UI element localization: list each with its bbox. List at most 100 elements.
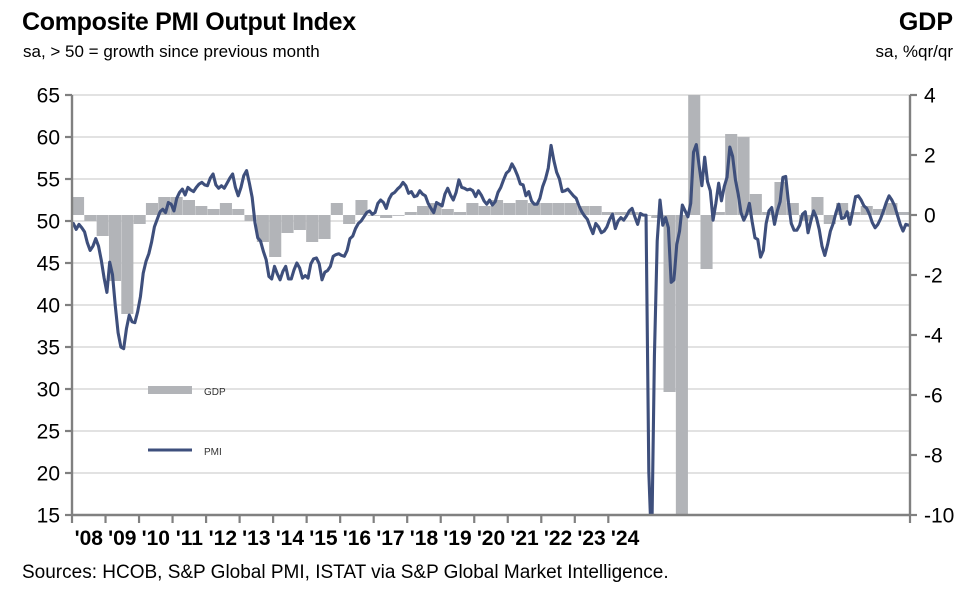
x-tick-label: '17 — [376, 527, 404, 550]
y-tick-label-left: 50 — [37, 211, 60, 234]
x-tick-label: '23 — [577, 527, 605, 550]
gdp-bar — [466, 203, 479, 215]
x-tick-label: '19 — [443, 527, 471, 550]
gdp-bar — [108, 215, 122, 281]
gdp-bar — [72, 197, 85, 215]
gdp-bar — [96, 215, 109, 236]
gdp-bar — [281, 215, 294, 233]
gdp-bar — [293, 215, 306, 230]
gdp-bar — [182, 200, 195, 215]
y-tick-label-left: 60 — [37, 127, 60, 150]
gdp-bar — [306, 215, 319, 242]
x-tick-label: '13 — [242, 527, 270, 550]
gdp-bar — [478, 206, 491, 215]
right-axis-title: GDP — [898, 8, 953, 36]
x-tick-label: '12 — [209, 527, 237, 550]
x-tick-label: '16 — [343, 527, 371, 550]
y-tick-label-left: 25 — [37, 421, 60, 444]
gdp-bar — [552, 203, 565, 215]
page-subtitle: sa, > 50 = growth since previous month — [23, 42, 320, 61]
gdp-bar — [392, 215, 405, 216]
y-tick-label-left: 45 — [37, 253, 60, 276]
gdp-bar — [675, 215, 688, 515]
legend-label-pmi: PMI — [204, 447, 222, 458]
gdp-bar — [897, 212, 910, 215]
gdp-bar — [318, 215, 331, 239]
legend-swatch-gdp — [148, 386, 192, 394]
gdp-bar — [441, 209, 454, 215]
x-tick-label: '20 — [477, 527, 505, 550]
y-tick-label-right: -2 — [924, 265, 943, 288]
y-axis-left-labels: 15 20 25 30 35 40 45 50 55 60 65 — [37, 85, 72, 528]
gdp-bar — [133, 215, 146, 224]
y-tick-label-right: -6 — [924, 385, 943, 408]
x-tick-label: '21 — [510, 527, 539, 550]
gdp-bar — [712, 212, 725, 215]
y-tick-label-left: 55 — [37, 169, 60, 192]
y-tick-label-right: -8 — [924, 445, 943, 468]
gdp-bar — [873, 209, 886, 215]
gdp-bar — [577, 206, 590, 215]
y-axis-right-labels: -10 -8 -6 -4 -2 0 2 4 — [910, 85, 954, 528]
gdp-bar — [601, 212, 614, 215]
y-tick-label-right: 0 — [924, 205, 936, 228]
gdp-bar — [145, 203, 159, 215]
gdp-bar — [454, 212, 467, 215]
gdp-bar — [367, 215, 380, 216]
x-tick-label: '08 — [75, 527, 104, 550]
gdp-bar — [540, 203, 553, 215]
gdp-bar — [256, 215, 269, 242]
chart-legend: GDP PMI — [148, 386, 226, 458]
gdp-bar — [207, 209, 220, 215]
x-tick-label: '18 — [410, 527, 439, 550]
right-axis-subtitle: sa, %qr/qr — [875, 42, 953, 61]
y-tick-label-left: 40 — [37, 295, 60, 318]
gdp-bar — [614, 212, 627, 215]
gdp-bar — [343, 215, 356, 224]
gdp-bar — [515, 200, 528, 215]
x-tick-label: '11 — [176, 527, 204, 550]
gdp-bar — [380, 215, 393, 218]
x-axis-labels: '08'09'10'11'12'13'14'15'16'17'18'19'20 '… — [70, 515, 912, 550]
chart-plot-area: 15 20 25 30 35 40 45 50 55 60 65 -10 -8 -6 -4 -2 0 2 4'08 '… — [37, 85, 955, 551]
gdp-bar — [84, 215, 97, 221]
y-tick-label-left: 30 — [37, 379, 60, 402]
y-tick-label-right: 4 — [924, 85, 936, 108]
gdp-bar — [219, 203, 232, 215]
gdp-bar — [355, 200, 368, 215]
legend-label-gdp: GDP — [204, 387, 226, 398]
y-tick-label-left: 65 — [37, 85, 60, 108]
x-tick-label: '22 — [544, 527, 572, 550]
x-tick-label: '09 — [108, 527, 136, 550]
gdp-bar — [848, 212, 861, 215]
gdp-bar — [404, 212, 417, 215]
gdp-bar — [700, 215, 713, 269]
pmi-line — [72, 143, 910, 516]
page-title: Composite PMI Output Index — [22, 8, 356, 36]
gdp-bar — [527, 203, 541, 215]
gdp-bar — [503, 203, 516, 215]
y-tick-label-right: -4 — [924, 325, 943, 348]
y-tick-label-left: 35 — [37, 337, 60, 360]
gdp-bar — [244, 215, 257, 221]
gdp-bar — [823, 215, 836, 224]
x-tick-label: '14 — [276, 527, 305, 550]
y-tick-label-left: 15 — [37, 505, 60, 528]
gdp-bar — [232, 209, 245, 215]
y-tick-label-left: 20 — [37, 463, 60, 486]
gdp-bar — [663, 215, 676, 392]
gdp-bar — [269, 215, 282, 257]
y-tick-label-right: -10 — [924, 505, 954, 528]
gdp-bar — [749, 194, 762, 215]
sources-note: Sources: HCOB, S&P Global PMI, ISTAT via… — [22, 562, 669, 583]
gdp-bar — [564, 203, 578, 215]
x-tick-label: '24 — [611, 527, 640, 550]
gdp-bar — [195, 206, 208, 215]
gdp-bar — [330, 203, 343, 215]
x-tick-label: '15 — [309, 527, 338, 550]
x-tick-label: '10 — [142, 527, 170, 550]
gdp-bar — [589, 206, 602, 215]
gdp-bar — [651, 215, 664, 218]
